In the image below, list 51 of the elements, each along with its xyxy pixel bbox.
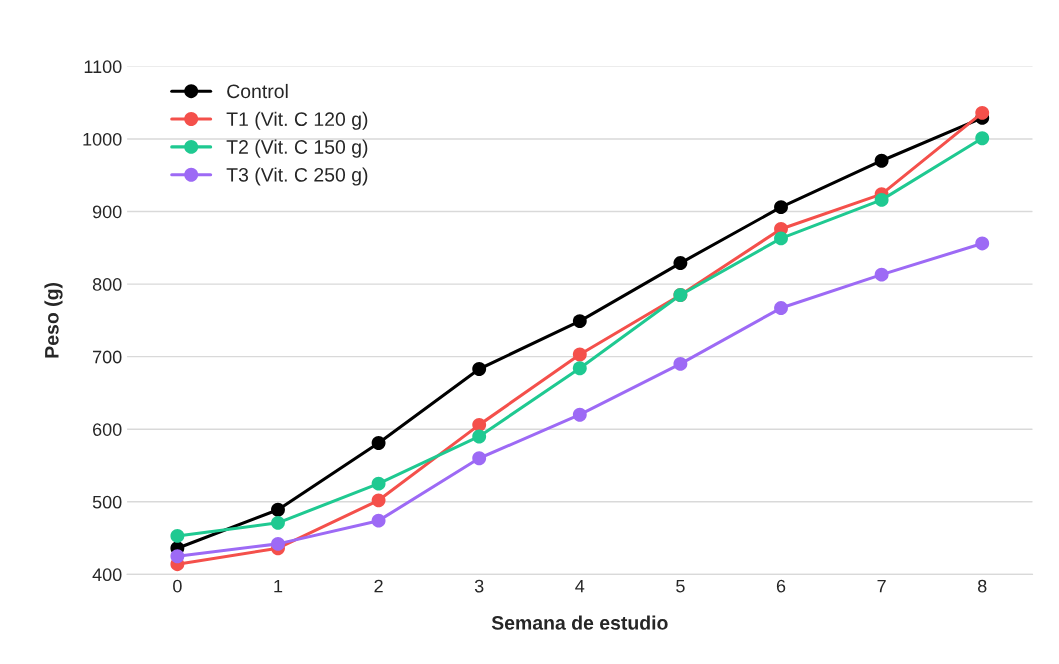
point <box>472 417 487 432</box>
point <box>472 429 487 444</box>
x-tick-label: 6 <box>776 579 786 593</box>
point <box>975 131 990 146</box>
legend-label: T3 (Vit. C 250 g) <box>226 167 368 186</box>
point <box>572 314 587 329</box>
point <box>874 267 889 282</box>
y-tick-label: 700 <box>93 350 122 364</box>
point <box>472 451 487 466</box>
y-tick-label: 400 <box>92 568 122 582</box>
point <box>371 436 386 450</box>
point <box>572 407 587 422</box>
y-tick-label: 900 <box>92 205 122 219</box>
point <box>774 231 788 246</box>
point <box>874 153 889 168</box>
y-axis-title: Peso (g) <box>44 282 63 358</box>
x-tick-label: 8 <box>977 579 987 593</box>
point <box>472 362 487 376</box>
x-tick-label: 2 <box>374 579 383 593</box>
point <box>371 493 386 508</box>
x-tick-label: 4 <box>575 579 585 593</box>
point <box>975 105 990 120</box>
point <box>774 200 788 215</box>
x-tick-label: 1 <box>274 579 283 593</box>
point <box>874 192 889 207</box>
legend-label: Control <box>227 83 288 99</box>
point <box>975 236 990 251</box>
point <box>371 476 386 491</box>
x-tick-label: 7 <box>877 579 886 593</box>
x-axis-title: Semana de estudio <box>491 615 668 630</box>
point <box>371 513 386 528</box>
legend-label: T1 (Vit. C 120 g) <box>226 111 368 130</box>
point <box>673 256 688 270</box>
point <box>774 301 788 315</box>
y-tick-label: 800 <box>92 278 122 291</box>
x-tick-label: 0 <box>173 579 182 593</box>
y-tick-label: 500 <box>92 495 122 509</box>
y-tick-label: 1000 <box>83 132 122 146</box>
y-tick-label: 600 <box>93 423 122 436</box>
legend-label: T2 (Vit. C 150 g) <box>226 139 368 158</box>
point <box>271 536 285 551</box>
x-tick-label: 3 <box>474 579 484 593</box>
point <box>170 549 185 564</box>
point <box>170 528 185 543</box>
point <box>572 361 587 376</box>
y-tick-label: 1100 <box>84 60 122 74</box>
point <box>271 515 285 530</box>
x-tick-label: 5 <box>676 579 685 593</box>
point <box>271 502 285 517</box>
point <box>673 356 688 371</box>
point <box>572 347 587 362</box>
